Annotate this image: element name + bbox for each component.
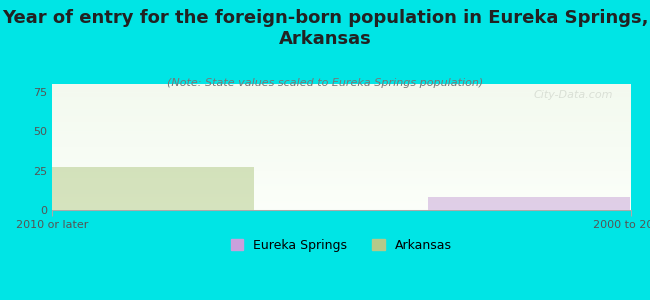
Bar (52, 167, 255, 210)
Bar (428, 197, 630, 210)
Legend: Eureka Springs, Arkansas: Eureka Springs, Arkansas (226, 234, 457, 257)
Text: (Note: State values scaled to Eureka Springs population): (Note: State values scaled to Eureka Spr… (167, 78, 483, 88)
Bar (630, 175, 650, 210)
Text: Year of entry for the foreign-born population in Eureka Springs,
Arkansas: Year of entry for the foreign-born popul… (2, 9, 648, 48)
Text: City-Data.com: City-Data.com (534, 90, 613, 100)
